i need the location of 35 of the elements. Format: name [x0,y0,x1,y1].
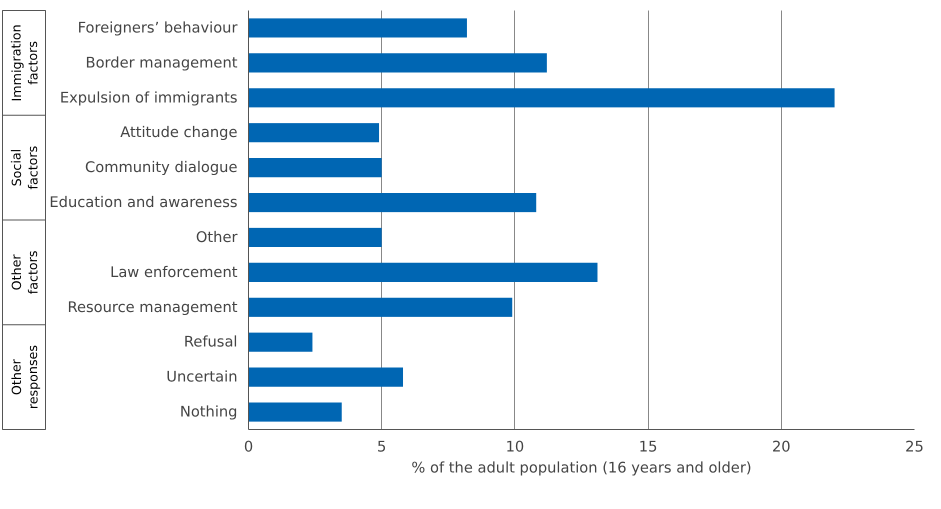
y-tick-label: Other [196,228,238,246]
bar [248,228,382,248]
bar [248,53,547,72]
x-tick-label: 20 [772,438,791,456]
y-tick-label: Nothing [180,404,238,421]
y-tick-label: Refusal [184,334,238,351]
x-tick-label: 10 [506,438,524,456]
y-tick-label: Expulsion of immigrants [60,89,238,106]
x-tick-label: 25 [905,438,924,456]
bar [248,368,404,387]
y-tick-label: Uncertain [166,368,238,386]
y-tick-label: Education and awareness [49,194,238,212]
bar [248,332,312,352]
text: Other factors [8,250,40,294]
bar [248,123,380,142]
y-tick-label: Border management [86,54,238,72]
bar [248,18,467,38]
bar [248,192,536,212]
bar [248,262,598,282]
y-tick-label: Attitude change [120,124,238,142]
text: Immigration factors [8,24,40,102]
x-tick-label: 15 [638,438,658,456]
x-axis-title: % of the adult population (16 years and older) [411,460,752,476]
text: Social factors [8,146,40,190]
bar [248,88,835,108]
bar [248,298,512,317]
bar [248,158,382,178]
x-tick-label: 5 [377,438,386,456]
y-tick-label: Resource management [67,298,238,316]
bar [248,402,342,422]
y-tick-label: Law enforcement [110,264,238,281]
x-tick-label: 0 [244,438,254,456]
y-tick-label: Community dialogue [85,159,238,176]
text: Other responses [8,345,40,410]
y-tick-label: Foreigners’ behaviour [78,19,238,36]
